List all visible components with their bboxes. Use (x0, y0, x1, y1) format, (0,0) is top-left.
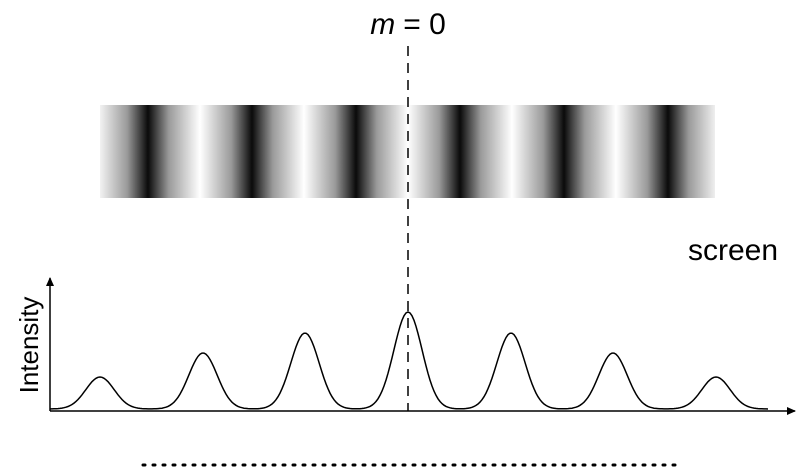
intensity-curve (50, 311, 769, 410)
axis-label: Intensity (14, 297, 44, 394)
order-equals: = 0 (403, 8, 446, 41)
order-label: m = 0 (370, 8, 446, 41)
screen-label: screen (688, 234, 778, 267)
order-variable: m (370, 8, 395, 41)
